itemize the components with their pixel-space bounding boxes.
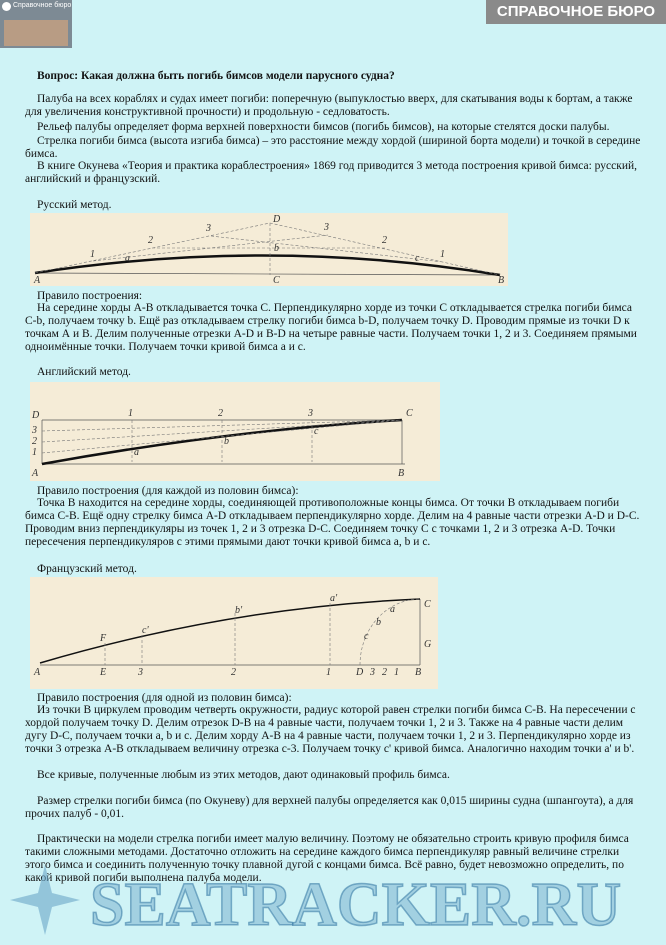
figure-label: 1	[32, 447, 37, 458]
figure-label: 3	[369, 667, 375, 678]
figure-label: 2	[148, 235, 153, 246]
figure-label: 1	[90, 249, 95, 260]
figure-label: 3	[323, 222, 329, 233]
rule-title: Правило построения (для каждой из полови…	[37, 485, 299, 497]
figure-label: C	[273, 275, 280, 286]
figure-label: D	[31, 410, 40, 421]
paragraph: Палуба на всех кораблях и судах имеет по…	[25, 93, 633, 118]
logo-photo	[4, 20, 68, 46]
figure-label: 1	[128, 408, 133, 419]
rule: Точка В находится на середине хорды, сое…	[25, 497, 640, 548]
paragraph: Стрелка погиби бимса (высота изгиба бимс…	[25, 135, 641, 160]
paragraph: Рельеф палубы определяет форма верхней п…	[37, 121, 610, 133]
figure-label: c	[415, 253, 420, 264]
figure-label: 2	[382, 667, 387, 678]
figure-label: G	[424, 639, 431, 650]
figure-label: b	[376, 617, 381, 628]
figure: A B C Db 1 2 3 1 2 3 a c	[30, 213, 508, 286]
figure-label: A	[33, 667, 41, 678]
figure-label: E	[99, 667, 106, 678]
figure-label: B	[415, 667, 421, 678]
figure-label: B	[498, 275, 504, 286]
figure-label: c'	[142, 625, 149, 636]
rule: Из точки В циркулем проводим четверть ок…	[25, 704, 636, 755]
figure-label: C	[406, 408, 413, 419]
figure-label: b'	[235, 605, 243, 616]
method-title: Английский метод.	[37, 366, 131, 378]
banner: СПРАВОЧНОЕ БЮРО	[486, 0, 666, 24]
figure-label: A	[33, 275, 41, 286]
figure-label: a	[134, 447, 139, 458]
figure-label: 2	[231, 667, 236, 678]
figure-label: B	[398, 468, 404, 479]
figure-label: C	[424, 599, 431, 610]
figure-label: b	[274, 243, 279, 254]
figure-label: 3	[307, 408, 313, 419]
figure-label: 1	[394, 667, 399, 678]
figure-label: 3	[137, 667, 143, 678]
figure-label: 2	[32, 436, 37, 447]
figure-label: D	[272, 214, 281, 225]
watermark-star	[10, 865, 80, 935]
figure-label: 3	[205, 223, 211, 234]
logo-icon	[2, 2, 11, 11]
paragraph: Практически на модели стрелка погиби име…	[25, 833, 629, 884]
figure-label: a'	[330, 593, 338, 604]
figure-label: 1	[326, 667, 331, 678]
figure-label: 2	[382, 235, 387, 246]
figure-label: 3	[31, 425, 37, 436]
figure-label: 2	[218, 408, 223, 419]
figure-label: D	[355, 667, 364, 678]
figure-label: a	[125, 253, 130, 264]
rule-title: Правило построения:	[37, 290, 143, 302]
watermark: SEATRACKER.RU	[10, 865, 622, 940]
method-title: Русский метод.	[37, 199, 112, 211]
figure-label: F	[99, 633, 107, 644]
figure-label: c	[314, 426, 319, 437]
logo-title: Справочное бюро	[13, 2, 72, 9]
logo: Справочное бюро	[0, 0, 72, 48]
figure-label: a	[390, 604, 395, 615]
paragraph: Размер стрелки погиби бимса (по Окуневу)…	[25, 795, 634, 820]
figure-label: c	[364, 631, 369, 642]
paragraph: Все кривые, полученные любым из этих мет…	[37, 769, 450, 781]
watermark-text: SEATRACKER.RU	[90, 871, 621, 939]
figure-label: A	[31, 468, 39, 479]
method-title: Французский метод.	[37, 563, 137, 575]
question: Вопрос: Какая должна быть погибь бимсов …	[37, 70, 395, 82]
paragraph: В книге Окунева «Теория и практика кораб…	[25, 160, 638, 185]
rule: На середине хорды А-В откладывается точк…	[25, 302, 637, 353]
figure-label: 1	[440, 249, 445, 260]
rule-title: Правило построения (для одной из половин…	[37, 692, 292, 704]
figure-label: b	[224, 436, 229, 447]
